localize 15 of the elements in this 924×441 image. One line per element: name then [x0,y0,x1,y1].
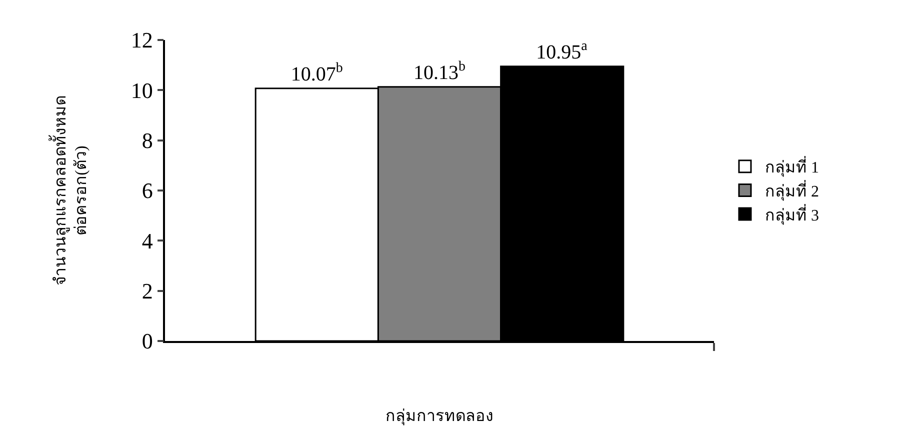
y-tick-label: 0 [142,328,153,354]
x-axis-title: กลุ่มการทดลอง [386,408,494,426]
y-tick-label: 10 [130,78,153,103]
legend-label: กลุ่มที่ 2 [764,179,819,202]
y-tick-label: 2 [142,278,153,304]
legend-label: กลุ่มที่ 1 [764,156,819,178]
data-label: 10.95$^{a}$ [536,38,588,64]
y-tick-label: 12 [130,28,153,53]
y-axis-title: จำนวนลูกแรกคลอดทั้งหมด ต่อครอก(ตัว) [48,96,90,286]
data-label: 10.07$^{b}$ [290,61,343,86]
y-tick-label: 6 [142,178,153,204]
y-tick-label: 8 [142,128,153,154]
y-tick-label: 4 [142,228,153,254]
data-label: 10.13$^{b}$ [414,60,466,84]
legend-label: กลุ่มที่ 3 [764,203,819,226]
